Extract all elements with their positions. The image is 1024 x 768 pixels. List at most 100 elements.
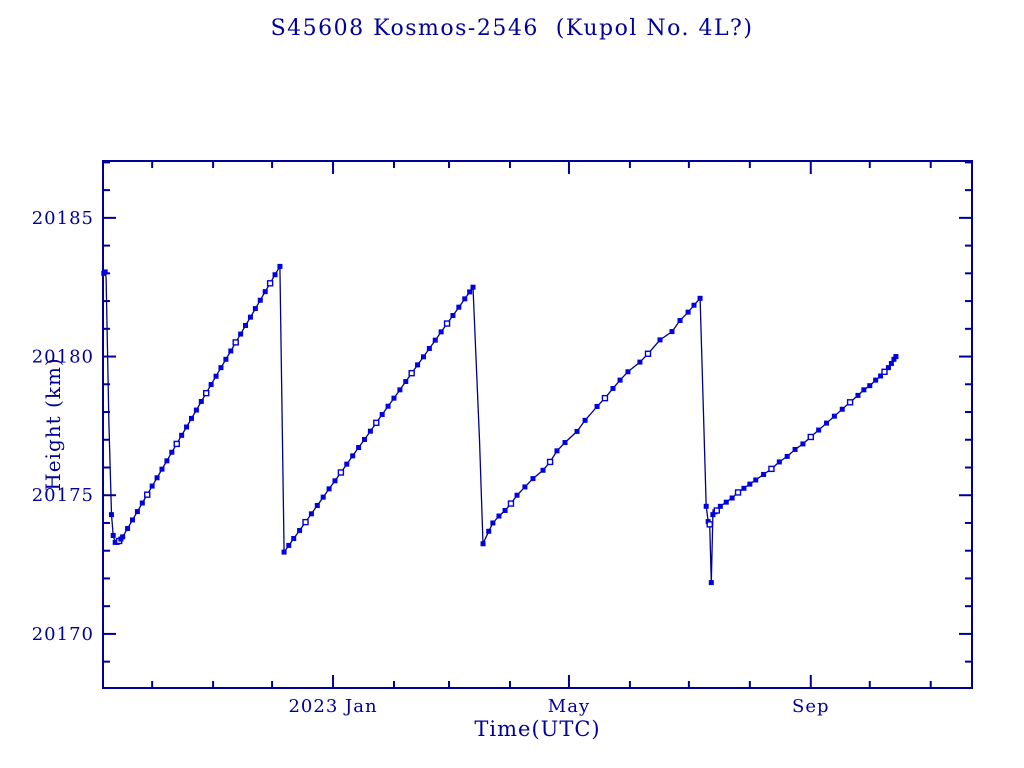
axes-frame — [102, 160, 973, 689]
data-point-open — [203, 389, 210, 397]
data-point-filled — [697, 295, 703, 301]
data-point-filled — [243, 322, 249, 328]
data-point-filled — [102, 269, 108, 275]
data-point-filled — [729, 495, 735, 501]
data-point-filled — [885, 365, 891, 371]
data-point-open — [706, 521, 713, 528]
data-point-filled — [218, 365, 224, 371]
y-tick-label: 20185 — [32, 208, 94, 229]
data-point-filled — [356, 445, 362, 451]
data-point-open — [408, 369, 415, 377]
data-point-open — [768, 465, 775, 473]
data-point-filled — [824, 420, 830, 426]
data-point-filled — [873, 377, 879, 383]
data-point-filled — [238, 331, 244, 337]
data-point-filled — [502, 507, 508, 513]
data-point-filled — [149, 483, 155, 489]
data-point-filled — [867, 383, 873, 389]
data-point-filled — [432, 337, 438, 343]
data-point-filled — [228, 348, 234, 354]
data-point-filled — [741, 485, 747, 491]
data-point-filled — [277, 263, 283, 269]
data-point-filled — [594, 403, 600, 409]
data-point-filled — [467, 289, 473, 295]
data-point-filled — [562, 440, 568, 446]
data-point-filled — [776, 459, 782, 465]
data-point-open — [232, 339, 239, 346]
data-point-filled — [179, 432, 185, 438]
data-point-filled — [379, 412, 385, 418]
data-point-filled — [685, 309, 691, 315]
data-point-filled — [717, 503, 723, 509]
data-point-filled — [326, 486, 332, 492]
y-tick-label: 20180 — [32, 347, 94, 368]
data-point-filled — [891, 356, 897, 362]
data-point-filled — [139, 500, 145, 506]
data-point-filled — [708, 580, 714, 586]
data-point-filled — [677, 317, 683, 323]
data-point-filled — [272, 272, 278, 278]
data-point-filled — [297, 527, 303, 533]
data-point-filled — [480, 541, 486, 547]
data-point-filled — [723, 499, 729, 505]
data-point-filled — [691, 302, 697, 308]
data-point-filled — [193, 407, 199, 413]
data-point-filled — [154, 475, 160, 481]
data-point-filled — [625, 369, 631, 375]
data-point-filled — [262, 289, 268, 295]
data-point-filled — [164, 458, 170, 464]
data-point-open — [373, 419, 380, 427]
data-point-filled — [252, 306, 258, 312]
data-point-filled — [438, 329, 444, 335]
data-point-filled — [496, 513, 502, 519]
data-point-filled — [554, 448, 560, 454]
data-point-open — [443, 320, 451, 327]
data-point-filled — [247, 314, 253, 320]
data-point-filled — [486, 528, 492, 534]
data-point-filled — [367, 428, 373, 434]
data-point-open — [546, 458, 554, 466]
data-point-filled — [184, 424, 190, 430]
data-point-filled — [415, 362, 421, 368]
data-point-filled — [522, 484, 528, 490]
data-point-filled — [391, 395, 397, 401]
data-point-open — [601, 394, 609, 402]
data-point-open — [644, 350, 652, 357]
x-tick-label: Sep — [792, 696, 830, 717]
data-point-open — [507, 500, 515, 507]
data-point-filled — [120, 534, 126, 540]
data-point-filled — [320, 494, 326, 500]
data-point-filled — [223, 356, 229, 362]
data-point-filled — [213, 373, 219, 379]
data-point-filled — [208, 382, 214, 388]
data-point-filled — [344, 461, 350, 467]
data-point-filled — [610, 385, 616, 391]
data-point-filled — [761, 471, 767, 477]
data-point-filled — [314, 502, 320, 508]
data-point-filled — [816, 427, 822, 433]
y-tick-label: 20170 — [32, 624, 94, 645]
data-point-filled — [710, 512, 716, 518]
data-line — [103, 264, 897, 583]
data-point-filled — [286, 542, 292, 548]
data-point-open — [846, 399, 854, 406]
data-point-open — [807, 433, 814, 441]
data-point-filled — [490, 520, 496, 526]
data-point-filled — [514, 492, 520, 498]
data-point-filled — [308, 511, 314, 517]
data-point-filled — [540, 467, 546, 473]
data-point-filled — [893, 354, 899, 360]
data-point-open — [266, 280, 274, 287]
data-point-filled — [470, 284, 476, 290]
data-point-filled — [669, 329, 675, 335]
data-point-filled — [281, 549, 287, 555]
data-point-filled — [188, 415, 194, 421]
data-point-filled — [125, 526, 131, 532]
data-point-filled — [582, 417, 588, 423]
data-point-filled — [450, 312, 456, 318]
data-point-filled — [784, 453, 790, 459]
data-point-filled — [839, 406, 845, 412]
data-point-filled — [753, 477, 759, 483]
